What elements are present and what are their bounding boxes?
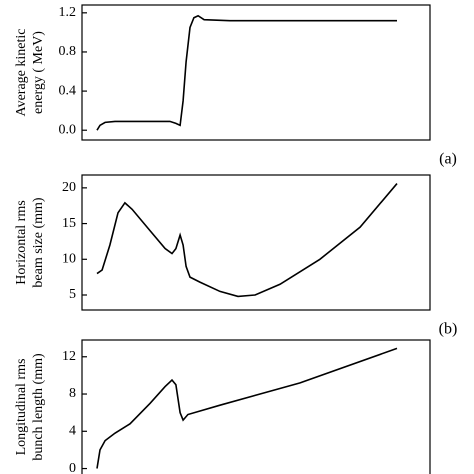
y-axis-label: beam size (mm) (31, 197, 46, 288)
data-line (96, 347, 398, 469)
y-axis-label: energy ( MeV) (31, 31, 46, 114)
y-tick-label: 20 (62, 180, 76, 195)
y-tick-label: 10 (62, 252, 76, 267)
y-tick-label: 15 (62, 216, 76, 231)
plot-frame (81, 4, 431, 141)
y-tick-label: 8 (69, 386, 76, 401)
y-tick-label: 5 (69, 287, 76, 302)
y-tick-label: 0 (69, 461, 76, 474)
plot-frame (81, 174, 431, 311)
y-tick-label: 12 (62, 349, 76, 364)
plot-frame (81, 339, 431, 474)
y-axis-label: bunch length (mm) (31, 353, 46, 461)
y-tick-label: 0.0 (59, 122, 77, 137)
y-tick-label: 0.8 (59, 44, 77, 59)
y-axis-label: Average kinetic (14, 29, 29, 117)
panel-label: (b) (439, 321, 458, 338)
y-axis-label: Longitudinal rms (14, 359, 29, 456)
data-line (96, 183, 398, 298)
y-tick-label: 1.2 (59, 5, 77, 20)
y-tick-label: 0.4 (59, 83, 77, 98)
y-tick-label: 4 (69, 424, 76, 439)
panel-label: (a) (439, 151, 457, 168)
y-axis-label: Horizontal rms (14, 200, 29, 284)
data-line (96, 14, 397, 131)
